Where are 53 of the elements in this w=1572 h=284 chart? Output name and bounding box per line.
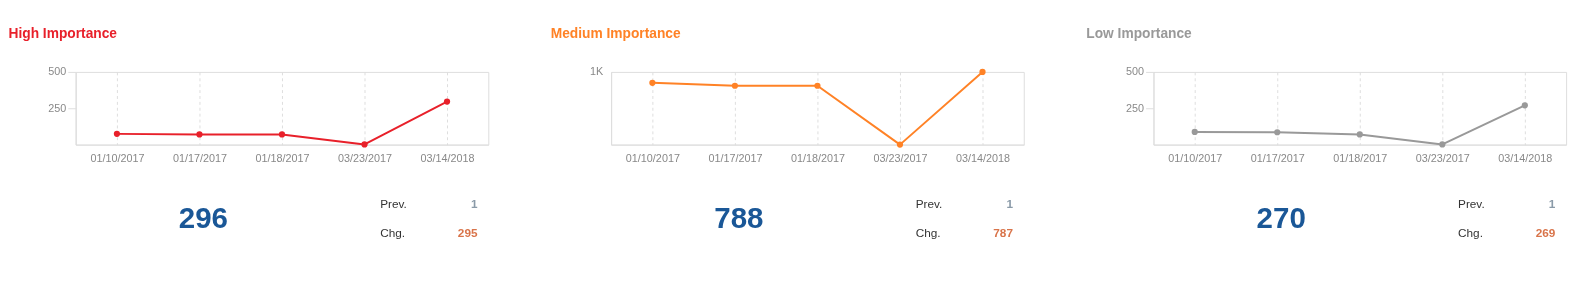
text: Chg. [380,225,406,239]
point [1191,128,1198,136]
point [113,130,121,137]
x-tick-label: 01/18/2017 [255,151,310,164]
text: 1 [470,197,478,211]
text: Prev. [1458,197,1485,211]
text: Chg. [915,225,941,239]
x-tick-label: 01/18/2017 [790,151,845,164]
point [814,82,821,89]
y-tick-label: 500 [1126,65,1145,78]
chart-title: Low Importance [1086,25,1193,41]
text: Prev. [380,197,407,211]
chart-title: Medium Importance [550,25,681,41]
point [278,131,286,138]
y-tick-label: 500 [48,65,67,78]
point [979,68,986,76]
point [731,82,739,89]
text: 269 [1535,225,1556,239]
x-tick-label: 01/10/2017 [625,151,680,164]
point [1356,131,1363,138]
y-tick-label: 250 [1126,101,1145,114]
text: 296 [178,201,228,235]
text: 295 [457,225,478,239]
point [196,131,203,138]
text: 1 [1006,197,1014,211]
point [649,79,656,86]
point [1274,129,1281,136]
x-tick-label: 03/23/2017 [337,151,393,164]
x-tick-label: 03/14/2018 [420,151,475,164]
text: Prev. [915,197,943,211]
x-tick-label: 01/17/2017 [1250,151,1305,164]
x-tick-label: 03/14/2018 [955,151,1011,164]
text: 788 [714,201,764,235]
x-tick-label: 03/23/2017 [873,151,928,164]
text: 1 [1548,197,1556,211]
point [896,141,904,148]
x-tick-label: 01/18/2017 [1333,151,1388,164]
point [443,98,451,105]
x-tick-label: 03/14/2018 [1498,151,1553,164]
y-tick-label: 250 [48,101,67,114]
point [1521,102,1528,109]
x-tick-label: 01/10/2017 [90,151,145,164]
chart-title: High Importance [8,25,118,41]
x-tick-label: 01/17/2017 [172,151,227,164]
text: 1K [590,64,605,77]
x-tick-label: 01/17/2017 [708,151,763,164]
x-tick-label: 03/23/2017 [1415,151,1470,164]
text: 270 [1256,201,1306,235]
point [361,141,368,148]
point [1439,141,1446,148]
text: 787 [993,225,1014,239]
x-tick-label: 01/10/2017 [1168,151,1223,164]
text: Chg. [1458,225,1483,239]
